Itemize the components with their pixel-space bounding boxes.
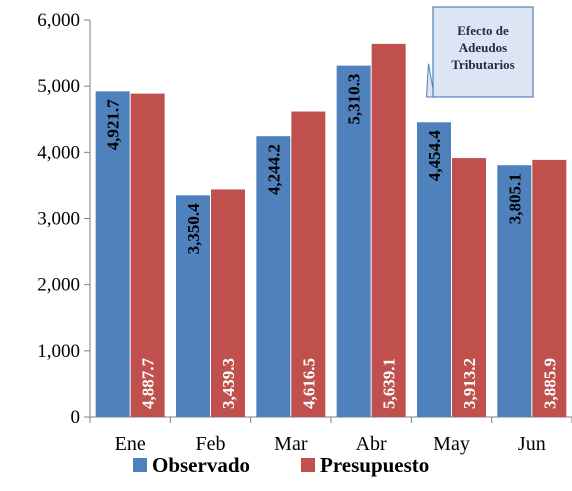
bar-observado <box>95 91 130 417</box>
data-label-observado: 4,244.2 <box>264 144 283 195</box>
x-category-label: Jun <box>518 433 546 455</box>
y-tick-label: 2,000 <box>37 275 80 296</box>
data-label-observado: 4,454.4 <box>425 130 444 182</box>
bars <box>95 43 567 418</box>
callout-text-line: Tributarios <box>451 57 514 72</box>
data-label-presupuesto: 4,616.5 <box>299 358 318 409</box>
bar-presupuesto <box>532 159 567 418</box>
data-label-observado: 3,350.4 <box>184 203 203 255</box>
bar-presupuesto <box>452 158 486 417</box>
data-label-presupuesto: 3,439.3 <box>219 358 238 409</box>
bar-observado <box>176 195 210 417</box>
legend-label-observado: Observado <box>152 453 250 477</box>
data-label-observado: 4,921.7 <box>104 99 123 150</box>
bar-observado <box>417 122 451 417</box>
data-label-observado: 5,310.3 <box>345 74 364 125</box>
bar-presupuesto <box>130 93 165 418</box>
callout-box <box>432 6 534 98</box>
x-category-label: May <box>433 433 470 455</box>
data-labels: 4,921.7 4,887.7 3,350.4 3,439.3 4,244.2 4,616… <box>104 74 560 409</box>
bar-observado <box>336 65 371 418</box>
callout-text-line: Efecto de <box>457 23 509 38</box>
legend-label-presupuesto: Presupuesto <box>320 453 429 477</box>
data-label-presupuesto: 4,887.7 <box>139 358 158 410</box>
data-label-presupuesto: 3,913.2 <box>460 358 479 409</box>
annotation-callout: Efecto de Adeudos Tributarios <box>425 6 534 98</box>
legend: Observado Presupuesto <box>133 453 429 477</box>
legend-swatch-presupuesto <box>301 458 315 472</box>
bar-observado <box>497 165 532 417</box>
y-tick-labels: 0 1,000 2,000 3,000 4,000 5,000 6,000 <box>37 10 80 428</box>
y-tick-label: 5,000 <box>37 76 80 97</box>
x-category-labels: Ene Feb Mar Abr May Jun <box>115 433 546 455</box>
bar-presupuesto <box>291 111 326 418</box>
x-category-label: Mar <box>274 433 308 455</box>
axes <box>84 19 572 423</box>
legend-swatch-observado <box>133 458 147 472</box>
y-tick-label: 3,000 <box>37 209 80 230</box>
y-tick-label: 0 <box>71 407 81 428</box>
y-tick-label: 6,000 <box>37 10 80 31</box>
bar-presupuesto <box>211 189 245 417</box>
y-tick-label: 4,000 <box>37 142 80 163</box>
data-label-presupuesto: 5,639.1 <box>380 358 399 409</box>
data-label-observado: 3,805.1 <box>505 173 524 224</box>
x-category-label: Ene <box>115 433 146 455</box>
bar-presupuesto <box>371 43 406 418</box>
bar-observado <box>256 136 291 418</box>
callout-text-line: Adeudos <box>459 40 507 55</box>
data-label-presupuesto: 3,885.9 <box>540 358 559 409</box>
y-tick-label: 1,000 <box>37 341 80 362</box>
x-category-label: Abr <box>356 433 387 455</box>
x-category-label: Feb <box>196 433 226 455</box>
